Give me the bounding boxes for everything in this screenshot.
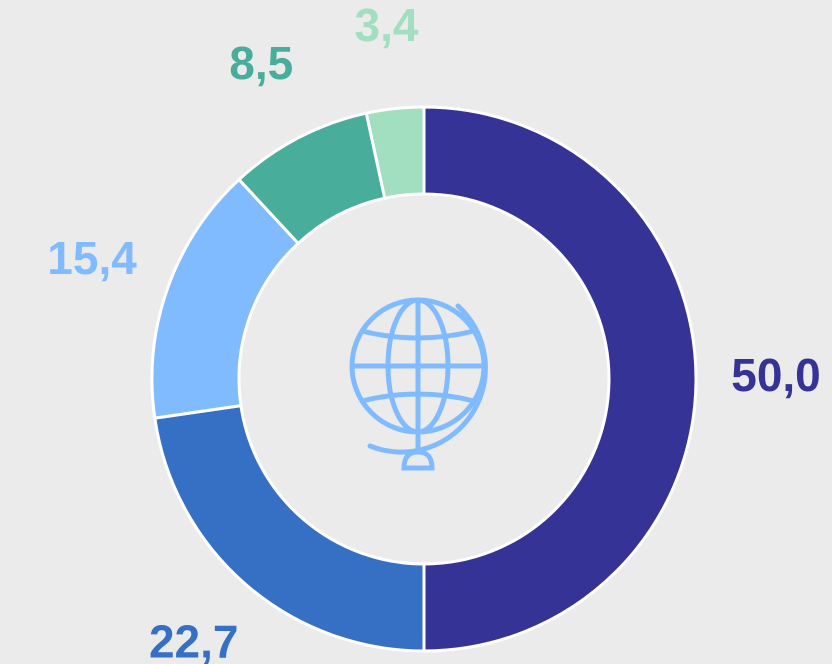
- data-label: 8,5: [229, 37, 293, 89]
- donut-slice: [153, 403, 426, 653]
- data-label: 50,0: [731, 349, 821, 401]
- data-label: 15,4: [47, 232, 137, 284]
- donut-slice: [422, 105, 698, 653]
- globe-icon: [349, 297, 488, 471]
- donut-slice: [364, 105, 426, 200]
- data-label: 22,7: [149, 615, 239, 664]
- data-label: 3,4: [354, 0, 418, 51]
